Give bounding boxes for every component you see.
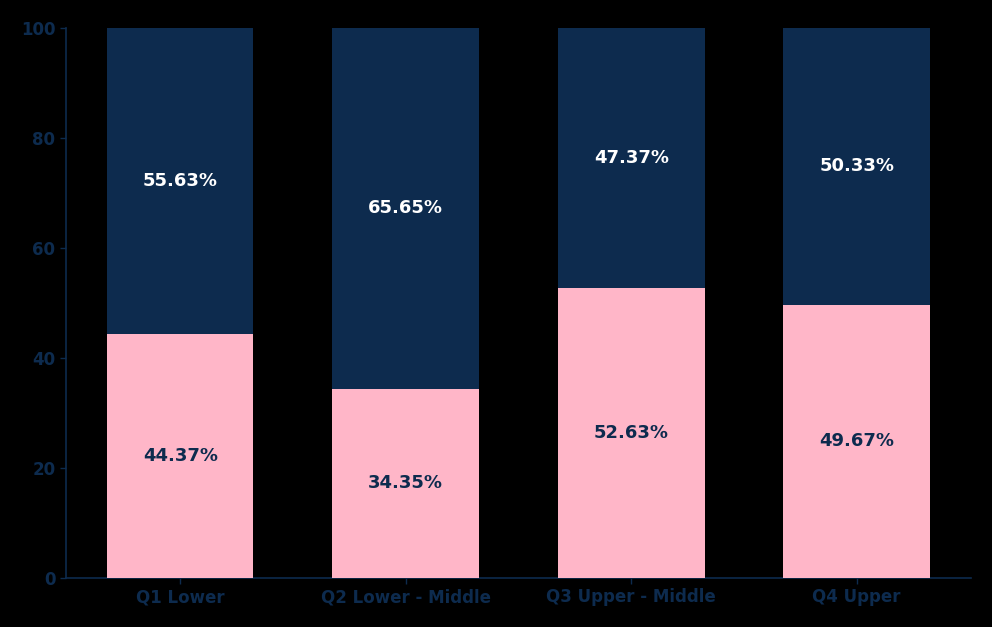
Bar bbox=[332, 28, 479, 389]
Text: 44.37%: 44.37% bbox=[143, 447, 217, 465]
Text: 65.65%: 65.65% bbox=[368, 199, 443, 218]
Bar bbox=[558, 28, 704, 288]
Text: 55.63%: 55.63% bbox=[143, 172, 217, 190]
Bar bbox=[558, 288, 704, 577]
Text: 52.63%: 52.63% bbox=[594, 424, 669, 442]
Text: 47.37%: 47.37% bbox=[594, 149, 669, 167]
Bar bbox=[332, 389, 479, 577]
Text: 34.35%: 34.35% bbox=[368, 474, 443, 492]
Bar bbox=[107, 28, 254, 334]
Text: 49.67%: 49.67% bbox=[819, 432, 894, 450]
Bar bbox=[784, 305, 930, 577]
Bar bbox=[107, 334, 254, 577]
Text: 50.33%: 50.33% bbox=[819, 157, 894, 175]
Bar bbox=[784, 28, 930, 305]
